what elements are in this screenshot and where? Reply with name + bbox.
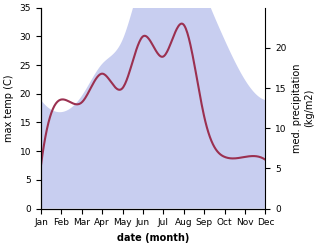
Y-axis label: max temp (C): max temp (C) bbox=[4, 74, 14, 142]
Y-axis label: med. precipitation
(kg/m2): med. precipitation (kg/m2) bbox=[292, 63, 314, 153]
X-axis label: date (month): date (month) bbox=[117, 233, 190, 243]
